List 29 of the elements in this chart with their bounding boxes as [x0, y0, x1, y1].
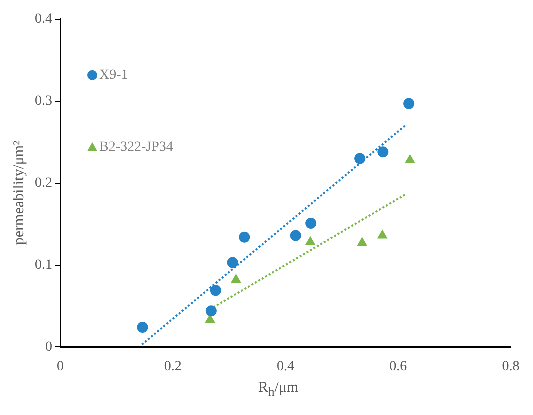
x-axis-title: R$_{h}$/μm	[257, 380, 300, 400]
x-tick-label: 0.2	[164, 359, 182, 374]
x-tick-label: 0.4	[277, 359, 294, 374]
y-tick-label: 0.2	[35, 176, 52, 191]
point	[290, 230, 302, 242]
x-tick-label: 0.8	[502, 359, 520, 374]
point	[227, 257, 238, 268]
point	[357, 237, 368, 246]
point	[231, 274, 242, 283]
point	[354, 153, 366, 164]
point	[210, 285, 222, 296]
y-tick-label: 0.1	[35, 258, 52, 273]
y-axis-title: permeability/μm²	[12, 140, 28, 246]
legend-label: B2-322-JP34	[100, 140, 174, 156]
y-tick-label: 0.4	[35, 12, 52, 28]
point	[305, 236, 316, 246]
point	[377, 230, 388, 239]
point	[239, 232, 250, 243]
y-tick-label: 0	[46, 340, 52, 355]
x-tick-label: 0.6	[390, 359, 408, 374]
y-tick-label: 0.3	[35, 94, 52, 110]
point	[378, 146, 389, 158]
point	[306, 218, 317, 229]
point	[404, 98, 415, 110]
point	[137, 322, 148, 334]
legend-label: X9-1	[100, 68, 128, 84]
point	[405, 154, 416, 164]
point	[206, 306, 217, 317]
x-tick-label: 0	[57, 359, 64, 374]
